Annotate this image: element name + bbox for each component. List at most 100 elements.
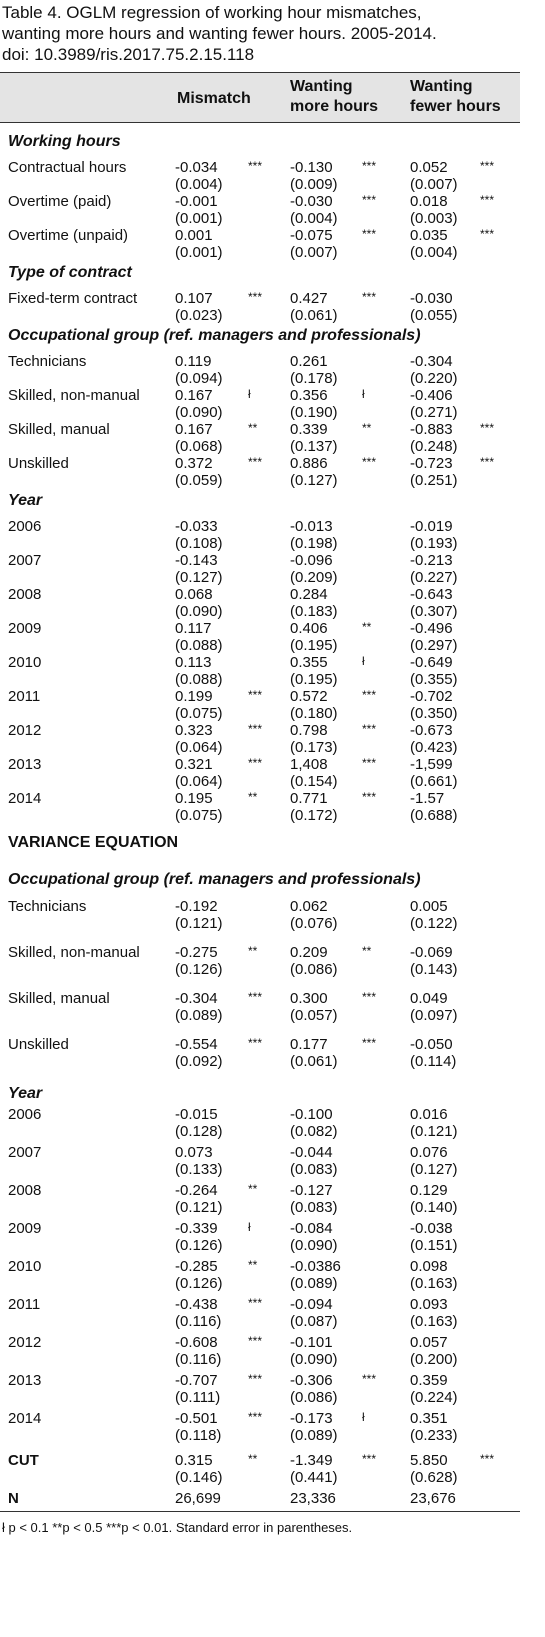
coefficient: 0.372 <box>175 455 213 472</box>
significance: ** <box>248 421 258 435</box>
coefficient: 0.001 <box>175 227 213 244</box>
row-label: Unskilled <box>8 1036 69 1053</box>
coefficient: 0.798 <box>290 722 328 739</box>
significance: *** <box>248 990 263 1004</box>
standard-error: (0.088) <box>175 637 223 654</box>
standard-error: (0.163) <box>410 1275 458 1292</box>
significance: *** <box>248 722 263 736</box>
standard-error: (0.114) <box>410 1053 457 1070</box>
row-label: 2012 <box>8 1334 42 1351</box>
standard-error: (0.224) <box>410 1389 458 1406</box>
coefficient: 0.167 <box>175 387 213 404</box>
coefficient: 0.062 <box>290 898 328 915</box>
coefficient: 0.016 <box>410 1106 448 1123</box>
coefficient: 0.771 <box>290 790 328 807</box>
coefficient: -0.643 <box>410 586 453 603</box>
coefficient: -0.306 <box>290 1372 333 1389</box>
standard-error: (0.116) <box>175 1351 222 1368</box>
standard-error: (0.004) <box>410 244 458 261</box>
standard-error: (0.251) <box>410 472 458 489</box>
coefficient: -0.130 <box>290 159 333 176</box>
standard-error: (0.193) <box>410 535 458 552</box>
significance: *** <box>248 1296 263 1310</box>
coefficient: 0.315 <box>175 1452 213 1469</box>
coefficient: 0.093 <box>410 1296 448 1313</box>
header-band <box>0 72 520 122</box>
significance: *** <box>362 193 377 207</box>
standard-error: (0.183) <box>290 603 338 620</box>
coefficient: -0.723 <box>410 455 453 472</box>
coefficient: -0.406 <box>410 387 453 404</box>
standard-error: (0.089) <box>290 1427 338 1444</box>
standard-error: (0.178) <box>290 370 338 387</box>
significance: *** <box>480 1452 495 1466</box>
coefficient: -0.100 <box>290 1106 333 1123</box>
coefficient: -0.707 <box>175 1372 218 1389</box>
coefficient: 0.195 <box>175 790 213 807</box>
standard-error: (0.154) <box>290 773 338 790</box>
standard-error: (0.111) <box>175 1389 221 1406</box>
coefficient: -0.0386 <box>290 1258 341 1275</box>
significance: *** <box>248 1036 263 1050</box>
row-label: 2006 <box>8 518 42 535</box>
standard-error: (0.126) <box>175 1275 223 1292</box>
standard-error: (0.090) <box>175 404 223 421</box>
row-label: 2014 <box>8 1410 42 1427</box>
coefficient: -0.013 <box>290 518 333 535</box>
standard-error: (0.004) <box>175 176 223 193</box>
standard-error: (0.004) <box>290 210 338 227</box>
coefficient: 0.117 <box>175 620 212 637</box>
significance: *** <box>480 455 495 469</box>
standard-error: (0.151) <box>410 1237 458 1254</box>
significance: *** <box>248 1334 263 1348</box>
row-label: Skilled, non-manual <box>8 944 140 961</box>
row-label: 2009 <box>8 620 42 637</box>
significance: *** <box>248 455 263 469</box>
coefficient: -0.050 <box>410 1036 453 1053</box>
standard-error: (0.195) <box>290 637 338 654</box>
coefficient: 0.300 <box>290 990 328 1007</box>
standard-error: (0.297) <box>410 637 458 654</box>
section-heading: Occupational group (ref. managers and pr… <box>8 871 421 888</box>
standard-error: (0.307) <box>410 603 458 620</box>
coefficient: 0.119 <box>175 353 212 370</box>
standard-error: (0.061) <box>290 307 338 324</box>
standard-error: (0.146) <box>175 1469 223 1486</box>
coefficient: 0.098 <box>410 1258 448 1275</box>
coefficient: 0.167 <box>175 421 213 438</box>
significance: *** <box>248 290 263 304</box>
standard-error: (0.137) <box>290 438 338 455</box>
row-label: 2010 <box>8 1258 42 1275</box>
column-header: Mismatch <box>177 90 251 107</box>
coefficient: -0.034 <box>175 159 218 176</box>
row-label: Overtime (unpaid) <box>8 227 129 244</box>
coefficient: -0.038 <box>410 1220 453 1237</box>
standard-error: (0.086) <box>290 1389 338 1406</box>
coefficient: 0.018 <box>410 193 448 210</box>
section-heading: Year <box>8 492 43 509</box>
standard-error: (0.075) <box>175 807 223 824</box>
standard-error: (0.001) <box>175 244 223 261</box>
standard-error: (0.190) <box>290 404 338 421</box>
title-line: wanting more hours and wanting fewer hou… <box>2 24 437 43</box>
coefficient: 0.209 <box>290 944 328 961</box>
coefficient: -0.496 <box>410 620 453 637</box>
coefficient: -0.044 <box>290 1144 333 1161</box>
standard-error: (0.108) <box>175 535 223 552</box>
standard-error: (0.127) <box>290 472 338 489</box>
section-heading: Working hours <box>8 133 121 150</box>
standard-error: (0.127) <box>410 1161 458 1178</box>
standard-error: (0.007) <box>290 244 338 261</box>
coefficient: -0.702 <box>410 688 453 705</box>
coefficient: -0.075 <box>290 227 333 244</box>
standard-error: (0.233) <box>410 1427 458 1444</box>
significance: *** <box>480 159 495 173</box>
coefficient: 0.073 <box>175 1144 213 1161</box>
coefficient: 0.323 <box>175 722 213 739</box>
coefficient: -1,599 <box>410 756 453 773</box>
row-label: Fixed-term contract <box>8 290 138 307</box>
coefficient: 0.355 <box>290 654 328 671</box>
coefficient: 26,699 <box>175 1490 221 1507</box>
standard-error: (0.094) <box>175 370 223 387</box>
